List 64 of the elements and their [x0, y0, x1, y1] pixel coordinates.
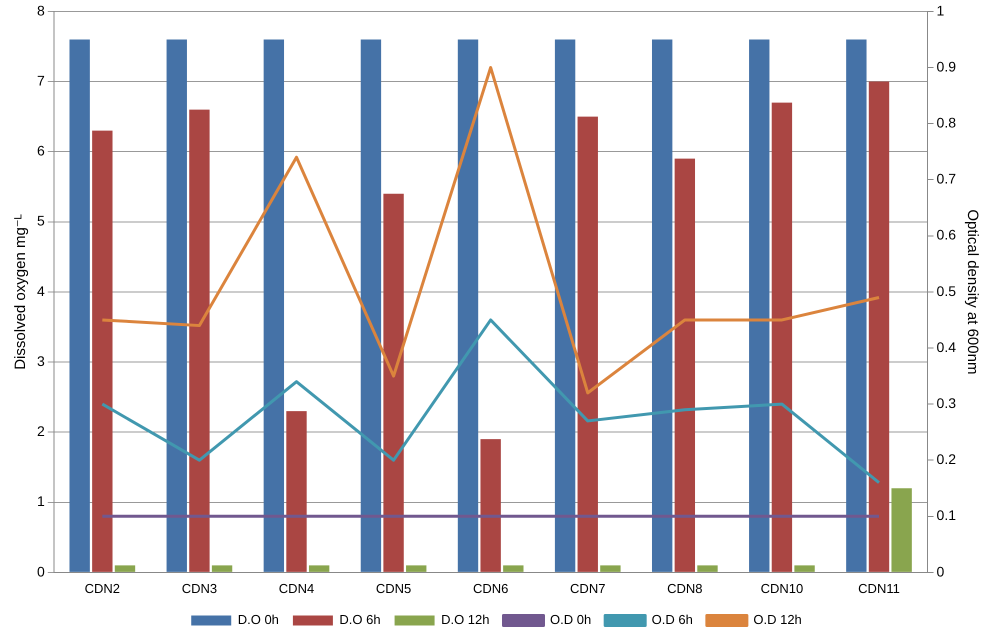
- y-tick-label: 2: [36, 423, 45, 440]
- y2-tick-label: 0.2: [936, 451, 956, 468]
- y2-tick-label: 0.1: [936, 507, 956, 524]
- bar: [264, 39, 284, 572]
- x-tick-label: CDN8: [667, 580, 703, 596]
- bar: [92, 130, 113, 572]
- x-tick-label: CDN3: [182, 580, 218, 596]
- bar: [674, 158, 696, 572]
- bar: [891, 488, 912, 572]
- y-tick-label: 0: [36, 563, 45, 580]
- legend-label: O.D 0h: [550, 612, 592, 628]
- bar: [868, 82, 890, 572]
- y-tick-label: 1: [36, 493, 45, 510]
- bar: [383, 194, 404, 572]
- bar: [600, 565, 621, 572]
- bar: [554, 39, 576, 572]
- x-tick-label: CDN4: [278, 580, 314, 596]
- x-tick-label: CDN11: [858, 580, 900, 596]
- bar: [652, 39, 672, 572]
- y2-tick-label: 0.7: [936, 170, 956, 187]
- x-tick-label: CDN5: [376, 580, 412, 596]
- bar: [189, 110, 210, 572]
- y2-tick-label: 0.4: [936, 338, 956, 355]
- y-axis-title: Dissolved oxygen mg⁻ᴸ: [12, 214, 30, 370]
- bar: [166, 39, 187, 572]
- bar: [360, 39, 382, 572]
- y2-tick-label: 0.9: [936, 58, 956, 74]
- legend-label: O.D 6h: [652, 612, 693, 628]
- bar: [503, 565, 524, 572]
- bar: [308, 565, 330, 572]
- bar: [406, 565, 426, 572]
- bar: [578, 116, 598, 572]
- y2-tick-label: 0: [936, 563, 945, 580]
- bar: [286, 411, 307, 572]
- legend-label: D.O 0h: [238, 612, 279, 628]
- y-tick-label: 4: [36, 282, 45, 299]
- y-tick-label: 6: [36, 142, 45, 159]
- y2-tick-label: 0.8: [936, 114, 956, 130]
- y2-tick-label: 0.5: [936, 282, 956, 299]
- legend-label: D.O 6h: [339, 612, 381, 628]
- bar: [772, 102, 792, 572]
- bar: [794, 565, 815, 572]
- legend-label: O.D 12h: [753, 612, 802, 628]
- x-tick-label: CDN2: [84, 580, 120, 596]
- y2-tick-label: 0.6: [936, 226, 956, 243]
- legend-label: D.O 12h: [441, 612, 490, 628]
- bar: [69, 39, 90, 572]
- y-tick-label: 7: [36, 72, 45, 88]
- x-tick-label: CDN7: [570, 580, 606, 596]
- bar: [212, 565, 232, 572]
- y-tick-label: 3: [36, 352, 45, 369]
- bar: [114, 565, 136, 572]
- bar: [749, 39, 770, 572]
- x-tick-label: CDN10: [760, 580, 804, 596]
- y2-axis-title: Optical density at 600nm: [964, 209, 981, 374]
- y2-tick-label: 1: [936, 2, 945, 18]
- bar: [480, 439, 501, 572]
- bar: [846, 39, 867, 572]
- y2-tick-label: 0.3: [936, 394, 956, 411]
- y-tick-label: 8: [36, 2, 45, 18]
- bar: [697, 565, 718, 572]
- bar: [458, 39, 478, 572]
- y-tick-label: 5: [36, 212, 45, 229]
- x-tick-label: CDN6: [472, 580, 508, 596]
